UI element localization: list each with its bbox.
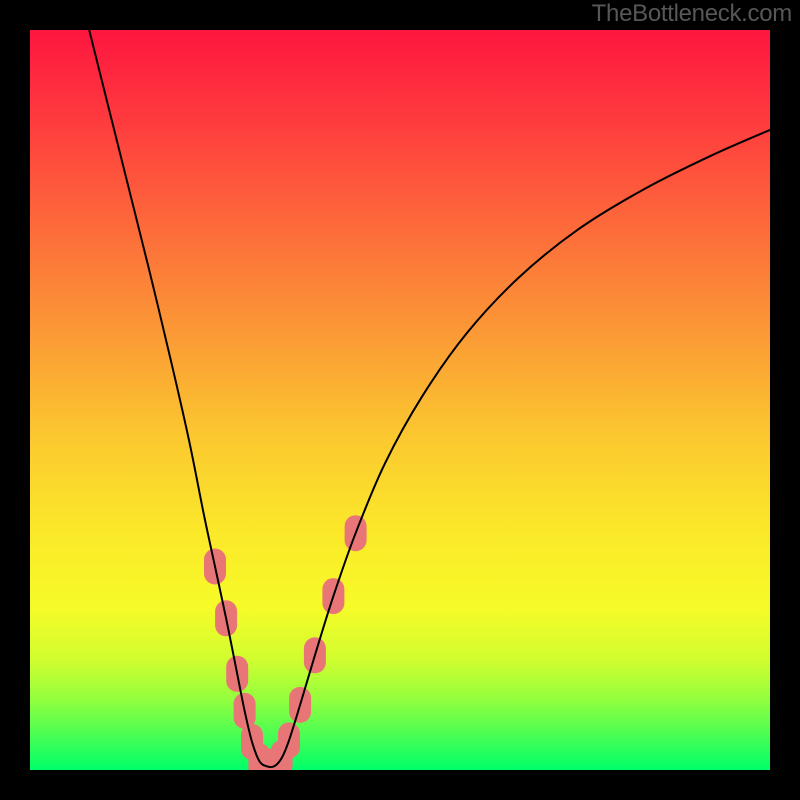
- plot-overlay-svg: [30, 30, 770, 770]
- curve-markers: [204, 515, 367, 770]
- watermark-text: TheBottleneck.com: [592, 0, 792, 28]
- plot-area: [30, 30, 770, 770]
- bottleneck-curve: [89, 30, 770, 767]
